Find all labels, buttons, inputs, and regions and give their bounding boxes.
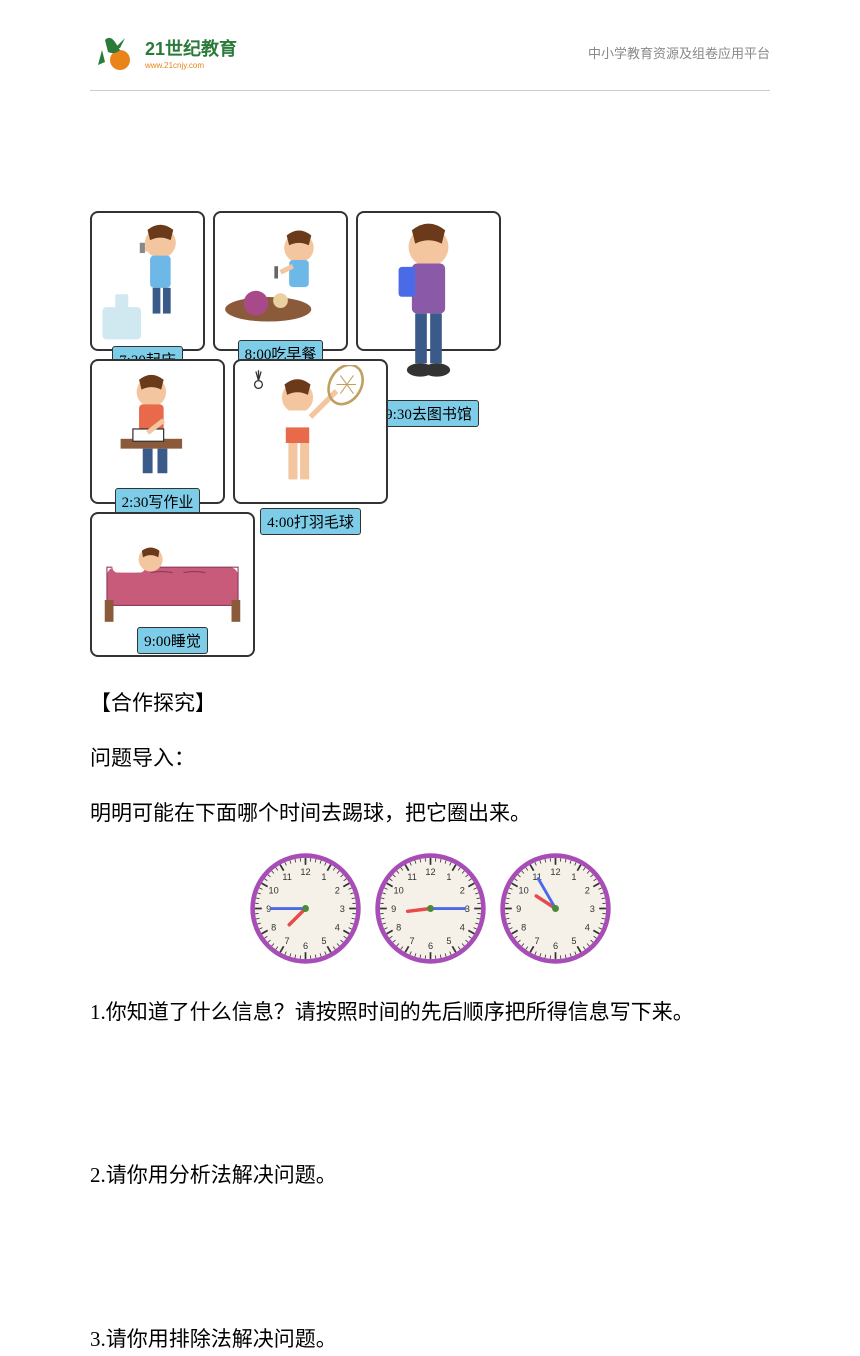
activity-label: 4:00打羽毛球 [260, 508, 361, 535]
svg-text:2: 2 [584, 885, 589, 895]
svg-text:5: 5 [571, 935, 576, 945]
svg-text:1: 1 [321, 872, 326, 882]
logo-main-text: 21世纪教育 [145, 35, 237, 61]
activity-illustration [96, 518, 249, 627]
activity-card: 2:30写作业 [90, 359, 225, 504]
svg-text:3: 3 [339, 904, 344, 914]
svg-text:4: 4 [334, 922, 339, 932]
activity-illustration [96, 217, 199, 346]
question-1: 1.你知道了什么信息？请按照时间的先后顺序把所得信息写下来。 [90, 996, 770, 1030]
svg-text:4: 4 [459, 922, 464, 932]
svg-text:6: 6 [427, 940, 432, 950]
svg-text:8: 8 [521, 922, 526, 932]
svg-text:10: 10 [393, 885, 403, 895]
svg-text:2: 2 [334, 885, 339, 895]
svg-text:7: 7 [534, 935, 539, 945]
svg-text:12: 12 [300, 867, 310, 877]
activity-card: 9:00睡觉 [90, 512, 255, 657]
header-subtitle: 中小学教育资源及组卷应用平台 [588, 43, 770, 62]
question-2: 2.请你用分析法解决问题。 [90, 1159, 770, 1193]
activity-label: 2:30写作业 [115, 488, 201, 515]
question-prompt: 明明可能在下面哪个时间去踢球，把它圈出来。 [90, 797, 770, 831]
svg-text:12: 12 [550, 867, 560, 877]
svg-text:5: 5 [321, 935, 326, 945]
svg-text:1: 1 [571, 872, 576, 882]
page-header: 21世纪教育 www.21cnjy.com 中小学教育资源及组卷应用平台 [0, 0, 860, 90]
activity-label: 9:30去图书馆 [378, 400, 479, 427]
svg-text:5: 5 [446, 935, 451, 945]
svg-text:8: 8 [271, 922, 276, 932]
question-3: 3.请你用排除法解决问题。 [90, 1323, 770, 1356]
svg-text:7: 7 [284, 935, 289, 945]
clock-3: 123456789101112 [498, 851, 613, 966]
svg-text:3: 3 [589, 904, 594, 914]
svg-text:10: 10 [268, 885, 278, 895]
activity-card: 7:30起床 [90, 211, 205, 351]
activity-illustration [219, 217, 342, 340]
svg-text:11: 11 [407, 872, 417, 882]
clock-2: 123456789101112 [373, 851, 488, 966]
svg-text:10: 10 [518, 885, 528, 895]
activity-illustration [96, 365, 219, 488]
activity-card: 4:00打羽毛球 [233, 359, 388, 504]
section-heading: 【合作探究】 [90, 687, 770, 717]
clock-1: 123456789101112 [248, 851, 363, 966]
activity-illustration [239, 365, 382, 508]
svg-text:4: 4 [584, 922, 589, 932]
svg-text:12: 12 [425, 867, 435, 877]
activity-card: 9:30去图书馆 [356, 211, 501, 351]
svg-text:11: 11 [282, 872, 292, 882]
svg-text:1: 1 [446, 872, 451, 882]
intro-text: 问题导入： [90, 742, 770, 772]
svg-text:7: 7 [409, 935, 414, 945]
activity-card: 8:00吃早餐 [213, 211, 348, 351]
svg-text:6: 6 [552, 940, 557, 950]
logo-icon [90, 30, 140, 75]
svg-text:9: 9 [516, 904, 521, 914]
logo-url-text: www.21cnjy.com [145, 61, 237, 70]
activity-grid: 7:30起床8:00吃早餐9:30去图书馆2:30写作业4:00打羽毛球9:00… [90, 211, 530, 657]
logo-text: 21世纪教育 www.21cnjy.com [145, 35, 237, 70]
svg-text:9: 9 [391, 904, 396, 914]
svg-text:6: 6 [302, 940, 307, 950]
activity-label: 9:00睡觉 [137, 627, 208, 654]
clocks-row: 123456789101112 123456789101112 12345678… [90, 851, 770, 966]
logo: 21世纪教育 www.21cnjy.com [90, 30, 237, 75]
svg-text:8: 8 [396, 922, 401, 932]
main-content: 7:30起床8:00吃早餐9:30去图书馆2:30写作业4:00打羽毛球9:00… [0, 91, 860, 1356]
svg-text:2: 2 [459, 885, 464, 895]
